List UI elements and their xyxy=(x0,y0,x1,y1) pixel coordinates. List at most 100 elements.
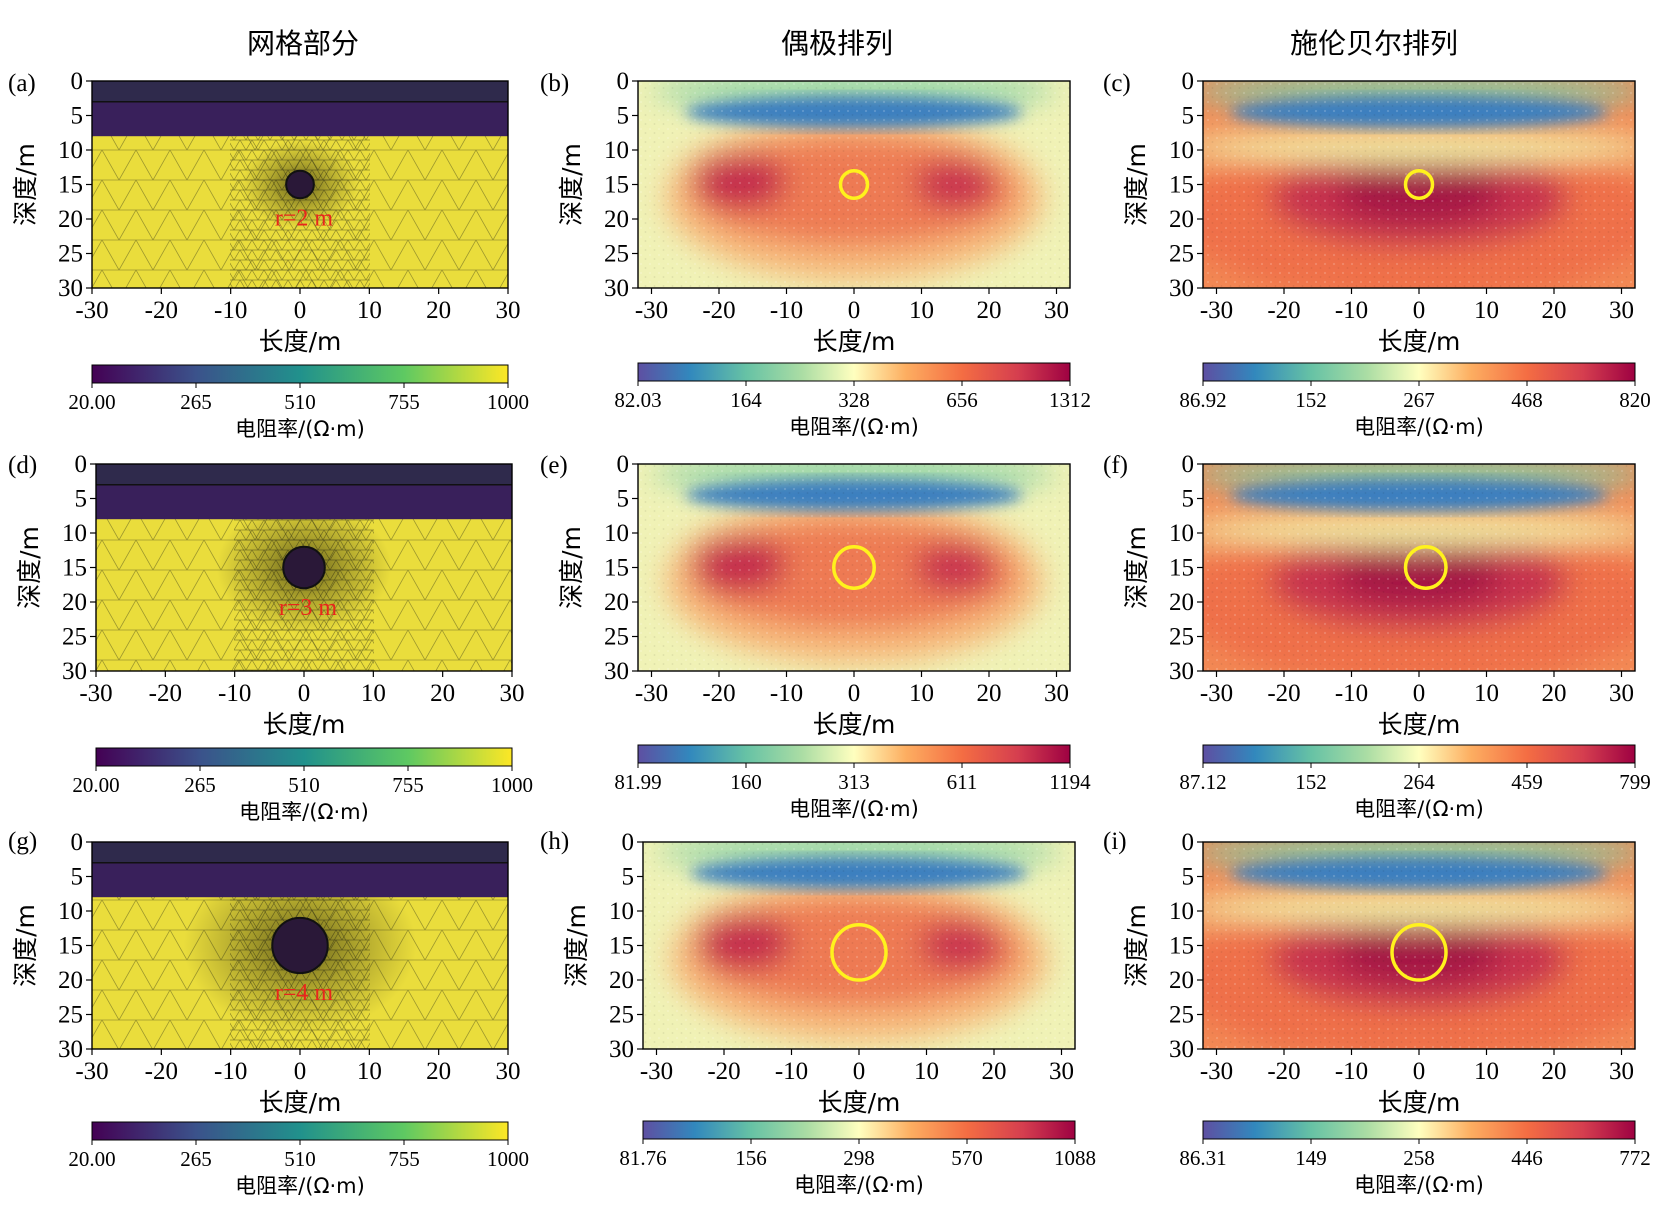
x-tick-label: 0 xyxy=(848,297,861,324)
y-tick-label: 25 xyxy=(58,1002,83,1029)
y-tick-label: 25 xyxy=(58,241,83,268)
colorbar-d: 20.00 265 510 755 1000 电阻率/(Ω·m) xyxy=(72,747,533,824)
y-axis-label: 深度/m xyxy=(15,526,44,609)
panel-label-c: (c) xyxy=(1103,70,1131,97)
x-tick-label: 0 xyxy=(294,1058,307,1085)
mesh-texture xyxy=(638,81,1070,288)
mesh-texture xyxy=(638,464,1070,671)
cavity-anomaly xyxy=(271,916,329,975)
colorbar-tick-label: 265 xyxy=(180,1147,212,1171)
y-tick-label: 10 xyxy=(62,520,87,547)
colorbar-g: 20.00 265 510 755 1000 电阻率/(Ω·m) xyxy=(68,1121,529,1198)
low-resistivity-layer xyxy=(92,862,508,898)
colorbar-e: 81.99 160 313 611 1194 电阻率/(Ω·m) xyxy=(614,744,1091,821)
x-axis-label: 长度/m xyxy=(1378,1088,1461,1117)
y-tick-label: 5 xyxy=(75,486,88,513)
surface-layer xyxy=(92,842,508,863)
y-tick-label: 20 xyxy=(62,589,87,616)
mesh-texture xyxy=(1203,842,1635,1049)
x-tick-label: 10 xyxy=(1474,680,1499,707)
y-axis-label: 深度/m xyxy=(557,526,586,609)
x-tick-label: 20 xyxy=(1542,297,1567,324)
y-tick-label: 30 xyxy=(58,1036,83,1063)
panel-b: -30 -20 -10 0 10 20 30 0 5 10 15 20 25 30 长度/m 深度/m 82.0… xyxy=(557,68,1091,439)
y-tick-label: 10 xyxy=(609,898,634,925)
panel-d: r=3 m-30 -20 -10 0 10 20 30051015202530长度/m深度/… xyxy=(15,451,533,824)
x-tick-label: 20 xyxy=(982,1058,1007,1085)
x-tick-label: -10 xyxy=(1335,680,1368,707)
x-tick-label: 30 xyxy=(496,1058,521,1085)
y-tick-label: 15 xyxy=(604,172,629,199)
y-tick-label: 25 xyxy=(1169,624,1194,651)
colorbar-tick-label: 1000 xyxy=(487,390,529,414)
plot-area-c xyxy=(1203,81,1635,288)
y-tick-label: 20 xyxy=(58,206,83,233)
panel-label-e: (e) xyxy=(540,452,568,479)
y-axis-label: 深度/m xyxy=(1122,143,1151,226)
x-tick-label: 0 xyxy=(1413,680,1426,707)
x-tick-label: 30 xyxy=(1609,680,1634,707)
panel-c: -30 -20 -10 0 10 20 30 0 5 10 15 20 25 30 长度/m 深度/m 86.9… xyxy=(1122,68,1651,439)
y-tick-label: 0 xyxy=(617,68,630,95)
colorbar-gradient xyxy=(1202,744,1636,764)
panel-label-i: (i) xyxy=(1103,828,1127,855)
x-tick-label: 10 xyxy=(1474,1058,1499,1085)
colorbar-tick-label: 1000 xyxy=(491,773,533,797)
x-tick-label: 20 xyxy=(977,680,1002,707)
x-axis-label: 长度/m xyxy=(1378,327,1461,356)
x-tick-label: 10 xyxy=(909,680,934,707)
colorbar-f: 87.12 152 264 459 799 电阻率/(Ω·m) xyxy=(1179,744,1651,821)
y-tick-label: 20 xyxy=(604,206,629,233)
colorbar-tick-label: 298 xyxy=(843,1146,875,1170)
y-tick-label: 30 xyxy=(58,275,83,302)
colorbar-tick-label: 87.12 xyxy=(1179,770,1226,794)
y-tick-label: 5 xyxy=(617,486,630,513)
anomaly-outline xyxy=(1390,923,1448,982)
x-tick-label: -30 xyxy=(640,1058,673,1085)
panel-label-f: (f) xyxy=(1103,452,1128,479)
colorbar-tick-label: 264 xyxy=(1403,770,1435,794)
x-tick-label: 10 xyxy=(909,297,934,324)
y-tick-label: 30 xyxy=(1169,658,1194,685)
y-tick-label: 20 xyxy=(1169,589,1194,616)
y-tick-label: 10 xyxy=(1169,137,1194,164)
colorbar-tick-label: 656 xyxy=(946,388,978,412)
colorbar-gradient xyxy=(1202,1120,1636,1140)
colorbar-label: 电阻率/(Ω·m) xyxy=(1354,415,1484,439)
x-tick-label: 10 xyxy=(357,297,382,324)
surface-layer xyxy=(96,464,512,485)
y-tick-label: 0 xyxy=(1182,68,1195,95)
x-tick-label: -20 xyxy=(702,297,735,324)
colorbar-label: 电阻率/(Ω·m) xyxy=(794,1173,924,1197)
y-tick-label: 30 xyxy=(62,658,87,685)
y-tick-label: 20 xyxy=(609,967,634,994)
y-tick-label: 15 xyxy=(1169,555,1194,582)
plot-area-e xyxy=(638,464,1070,671)
colorbar-tick-label: 20.00 xyxy=(72,773,119,797)
colorbar-tick-label: 1312 xyxy=(1049,388,1091,412)
colorbar-tick-label: 265 xyxy=(184,773,216,797)
y-axis-label: 深度/m xyxy=(562,904,591,987)
y-tick-label: 5 xyxy=(71,103,84,130)
panel-e: -30 -20 -10 0 10 20 30 0 5 10 15 20 25 30 长度/m 深度/m 81.9… xyxy=(557,451,1091,821)
plot-area-b xyxy=(638,81,1070,288)
colorbar-tick-label: 611 xyxy=(947,770,978,794)
colorbar-tick-label: 258 xyxy=(1403,1146,1435,1170)
x-tick-label: -10 xyxy=(218,680,251,707)
mesh-texture xyxy=(643,842,1075,1049)
plot-area-h xyxy=(643,842,1075,1049)
x-tick-label: 0 xyxy=(853,1058,866,1085)
y-axis-label: 深度/m xyxy=(557,143,586,226)
panel-label-h: (h) xyxy=(540,828,570,855)
plot-area-i xyxy=(1203,842,1635,1049)
x-tick-label: -10 xyxy=(770,680,803,707)
x-tick-label: 10 xyxy=(1474,297,1499,324)
y-tick-label: 5 xyxy=(622,864,635,891)
y-tick-label: 30 xyxy=(604,275,629,302)
x-tick-label: -20 xyxy=(145,1058,178,1085)
surface-layer xyxy=(92,81,508,102)
mesh-texture xyxy=(1203,464,1635,671)
y-tick-label: 0 xyxy=(1182,451,1195,478)
colorbar-tick-label: 510 xyxy=(288,773,320,797)
y-tick-label: 0 xyxy=(1182,829,1195,856)
